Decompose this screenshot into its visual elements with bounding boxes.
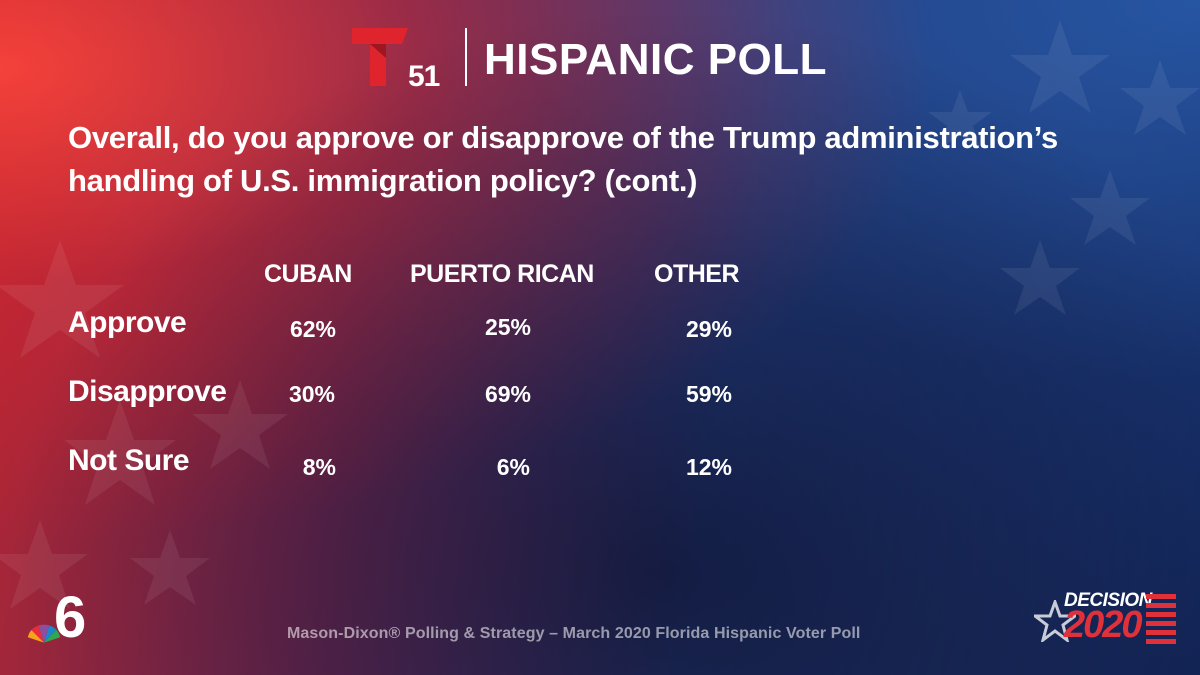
nbc-channel-number: 6 xyxy=(54,585,86,650)
cell-disapprove-puerto-rican: 69% xyxy=(484,381,531,407)
row-label-not-sure: Not Sure xyxy=(68,444,190,477)
row-label-disapprove: Disapprove xyxy=(68,375,227,408)
decision-2020-logo: DECISION 2020 xyxy=(1034,590,1176,650)
row-label-approve: Approve xyxy=(68,306,187,339)
telemundo-t-logo-icon xyxy=(352,28,408,86)
poll-question: Overall, do you approve or disapprove of… xyxy=(68,120,1058,198)
cell-not-sure-puerto-rican: 6% xyxy=(496,454,530,480)
poll-title: HISPANIC POLL xyxy=(484,35,828,84)
header-divider xyxy=(465,28,467,86)
flag-stripes-icon xyxy=(1146,594,1176,644)
column-header-cuban: CUBAN xyxy=(264,260,352,288)
cell-disapprove-other: 59% xyxy=(685,381,732,407)
column-header-puerto-rican: PUERTO RICAN xyxy=(410,260,594,288)
cell-approve-other: 29% xyxy=(685,316,732,342)
cell-approve-cuban: 62% xyxy=(289,316,336,342)
nbc-peacock-icon xyxy=(27,624,61,643)
nbc-6-logo: 6 xyxy=(26,585,96,650)
decision-year: 2020 xyxy=(1064,604,1143,646)
cell-not-sure-cuban: 8% xyxy=(302,454,336,480)
cell-disapprove-cuban: 30% xyxy=(288,381,335,407)
station-number: 51 xyxy=(408,60,440,93)
star-icon xyxy=(1034,600,1076,642)
cell-not-sure-other: 12% xyxy=(685,454,732,480)
source-credit: Mason-Dixon® Polling & Strategy – March … xyxy=(287,625,861,642)
cell-approve-puerto-rican: 25% xyxy=(484,314,531,340)
column-header-other: OTHER xyxy=(654,260,740,288)
decision-word: DECISION xyxy=(1064,590,1152,611)
